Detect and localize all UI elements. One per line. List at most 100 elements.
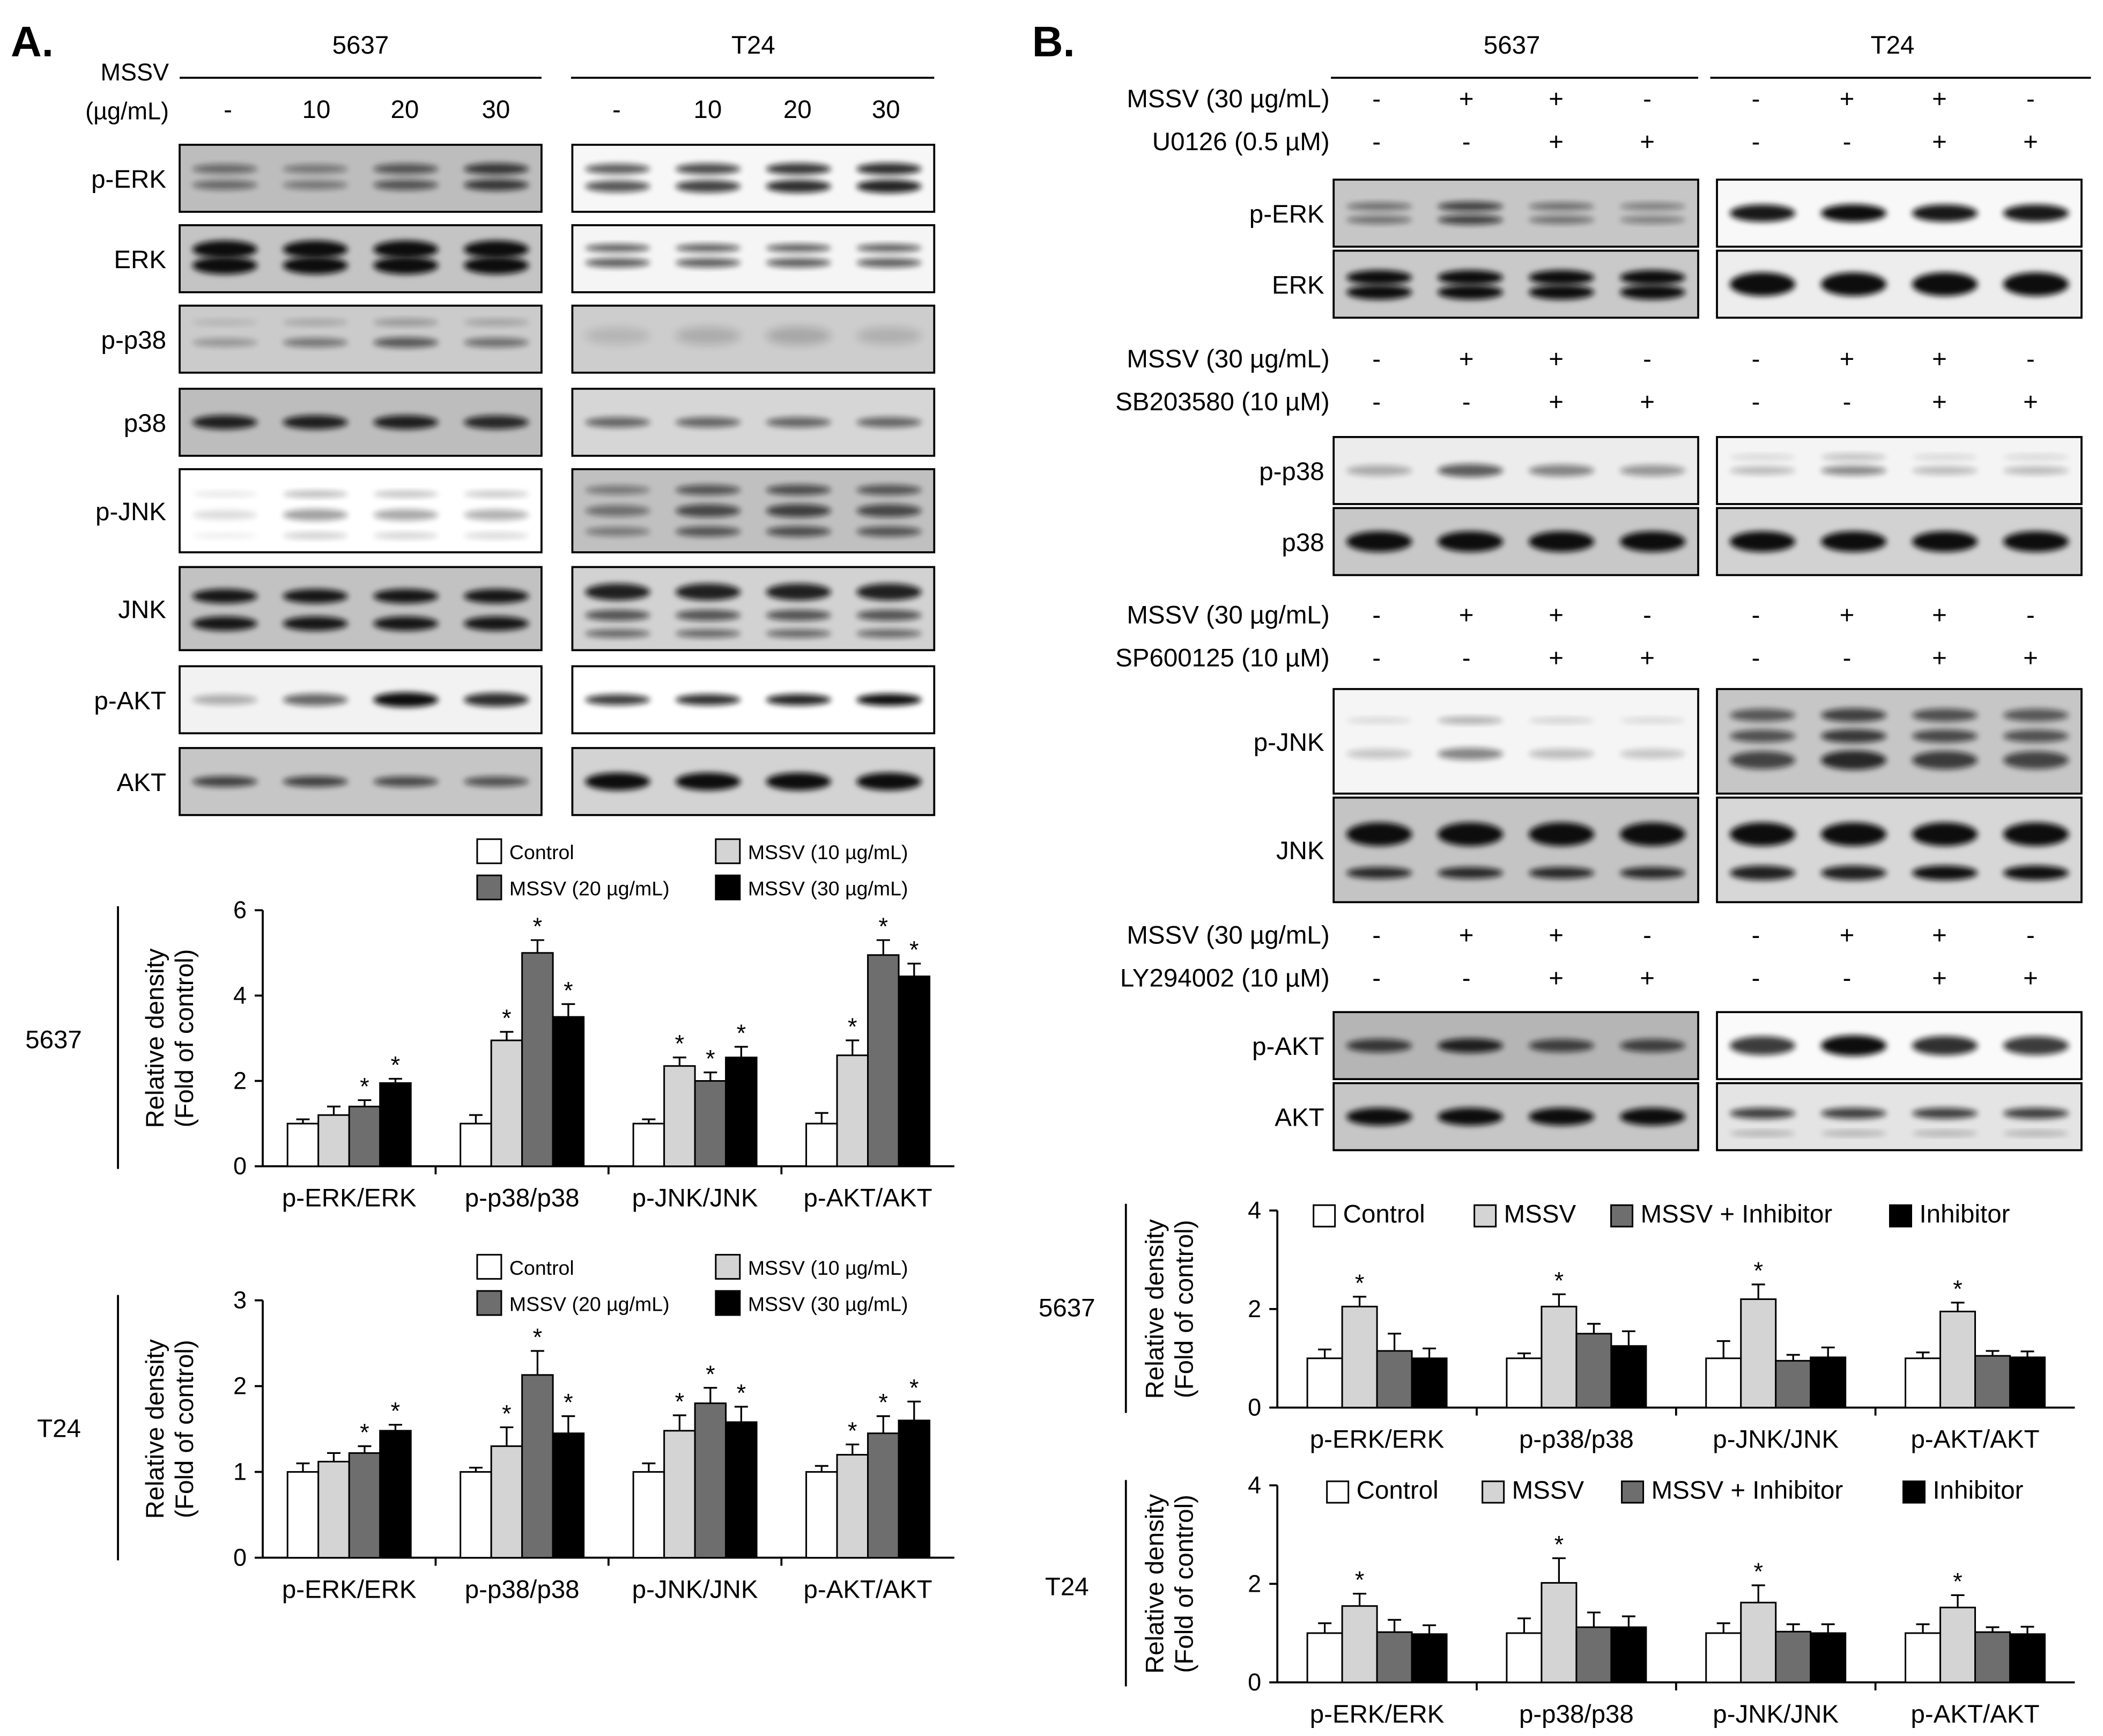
treatment-sign: - <box>1372 964 1381 993</box>
western-blot <box>1332 688 1699 795</box>
protein-band <box>766 180 831 193</box>
treatment-sign: + <box>1932 644 1947 672</box>
y-tick-label: 4 <box>1248 1472 1261 1499</box>
protein-band <box>373 164 439 174</box>
protein-band <box>1820 750 1887 770</box>
y-tick-label: 4 <box>233 981 247 1009</box>
protein-band <box>1528 202 1595 211</box>
western-blot <box>179 224 543 293</box>
significance-mark: * <box>909 1374 919 1401</box>
protein-band <box>766 504 831 518</box>
x-tick-label: p-JNK/JNK <box>632 1576 758 1604</box>
y-tick-label: 3 <box>233 1287 247 1314</box>
bar <box>836 1454 869 1559</box>
protein-band <box>585 629 650 638</box>
western-blot <box>1716 796 2083 904</box>
protein-band <box>283 776 348 787</box>
western-blot <box>179 144 543 213</box>
protein-band <box>1619 216 1686 224</box>
protein-band <box>856 526 922 537</box>
protein-band <box>283 164 348 174</box>
blot-label: AKT <box>1275 1104 1324 1132</box>
protein-band <box>1619 1039 1686 1052</box>
legend-label: Control <box>1357 1476 1439 1505</box>
treatment-sign: - <box>1843 964 1852 993</box>
protein-band <box>766 417 831 427</box>
bar <box>317 1114 350 1168</box>
protein-band <box>1437 748 1504 760</box>
treatment-sign: - <box>1752 128 1760 156</box>
treatment-sign: + <box>1459 345 1474 373</box>
cell-line-label: T24 <box>37 1415 81 1443</box>
bar <box>1610 1345 1647 1409</box>
protein-band <box>2003 822 2069 846</box>
protein-band <box>1528 531 1595 552</box>
bar-chart: 0 2 4 p-ERK/ERK * p-p38/p38 * p-JNK/JNK * p-AKT/A… <box>1045 1472 2075 1728</box>
protein-band <box>675 243 741 252</box>
treatment-sign: + <box>1549 921 1564 950</box>
protein-band <box>1346 285 1412 300</box>
protein-band <box>766 243 831 252</box>
protein-band <box>1912 822 1978 846</box>
protein-band <box>585 485 650 495</box>
bar <box>1974 1631 2011 1683</box>
treatment-sign: + <box>1840 921 1855 950</box>
protein-band <box>675 417 741 427</box>
protein-band <box>1912 1036 1978 1055</box>
protein-band <box>373 776 439 787</box>
treatment-sign: - <box>1643 601 1652 629</box>
protein-band <box>675 258 741 268</box>
protein-band <box>1912 1107 1978 1119</box>
bar <box>1411 1357 1448 1409</box>
protein-band <box>1619 1107 1686 1126</box>
protein-band <box>766 484 831 496</box>
protein-band <box>856 162 922 175</box>
protein-band <box>192 338 258 347</box>
treatment-sign: + <box>1549 128 1564 156</box>
protein-band <box>2003 1036 2069 1055</box>
bar <box>490 1445 523 1559</box>
treatment-label: MSSV (30 µg/mL) <box>1127 85 1329 113</box>
protein-band <box>1346 749 1412 759</box>
treatment-sign: - <box>1643 85 1652 113</box>
protein-band <box>1729 204 1796 222</box>
cell-line-header: T24 <box>731 31 775 60</box>
legend-label: MSSV + Inhibitor <box>1652 1476 1843 1505</box>
treatment-sign: + <box>1840 345 1855 373</box>
legend-label: Inhibitor <box>1920 1200 2010 1229</box>
protein-band <box>675 609 741 621</box>
treatment-sign: - <box>1643 345 1652 373</box>
protein-band <box>766 163 831 175</box>
treatment-sign: + <box>1549 388 1564 416</box>
blot-frame <box>1332 179 1699 248</box>
protein-band <box>463 616 529 631</box>
protein-band <box>1346 717 1412 723</box>
significance-mark: * <box>502 1004 512 1032</box>
western-blot <box>1716 507 2083 577</box>
treatment-sign: + <box>1459 85 1474 113</box>
x-tick-label: p-JNK/JNK <box>632 1184 758 1213</box>
protein-band <box>283 616 348 631</box>
protein-band <box>373 318 439 327</box>
y-tick-label: 2 <box>1248 1570 1261 1597</box>
treatment-sign: - <box>1372 921 1381 950</box>
protein-band <box>585 505 650 516</box>
protein-band <box>1820 466 1887 476</box>
protein-band <box>192 533 258 539</box>
protein-band <box>1729 1107 1796 1119</box>
western-blot <box>179 566 543 652</box>
protein-band <box>856 417 922 427</box>
protein-band <box>192 491 258 497</box>
bar-chart: 0 1 2 3 p-ERK/ERK * * p-p38/p38 * * * p-JNK/JNK * * * p… <box>37 1254 954 1604</box>
legend-label: MSSV + Inhibitor <box>1641 1200 1833 1229</box>
significance-mark: * <box>737 1020 746 1047</box>
western-blot <box>1332 507 1699 577</box>
treatment-sign: - <box>2026 601 2035 629</box>
bar <box>1610 1626 1647 1683</box>
western-blot <box>1716 435 2083 505</box>
y-axis-title: (Fold of control) <box>171 949 199 1128</box>
blot-frame <box>1716 796 2083 904</box>
significance-mark: * <box>1953 1275 1963 1303</box>
protein-band <box>1437 822 1504 846</box>
protein-band <box>192 415 258 430</box>
